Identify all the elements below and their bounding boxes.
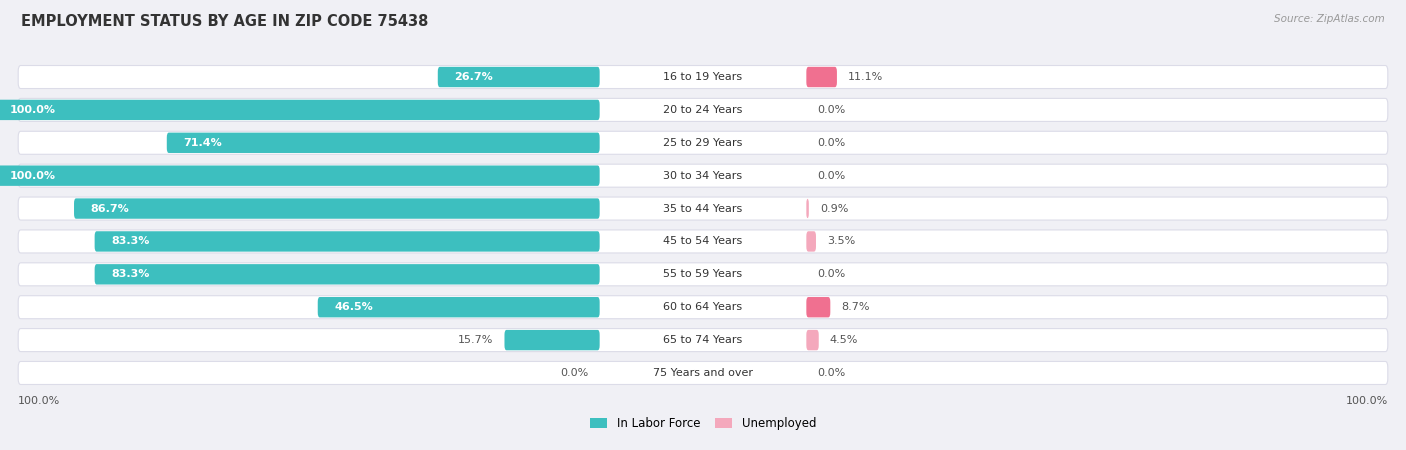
FancyBboxPatch shape bbox=[437, 67, 599, 87]
FancyBboxPatch shape bbox=[167, 133, 599, 153]
Text: 100.0%: 100.0% bbox=[18, 396, 60, 406]
Text: 46.5%: 46.5% bbox=[335, 302, 373, 312]
FancyBboxPatch shape bbox=[18, 263, 1388, 286]
FancyBboxPatch shape bbox=[318, 297, 599, 317]
FancyBboxPatch shape bbox=[807, 330, 818, 350]
FancyBboxPatch shape bbox=[807, 297, 831, 317]
FancyBboxPatch shape bbox=[807, 67, 837, 87]
Text: 83.3%: 83.3% bbox=[111, 270, 149, 279]
Text: 71.4%: 71.4% bbox=[183, 138, 222, 148]
Text: 0.0%: 0.0% bbox=[817, 138, 845, 148]
FancyBboxPatch shape bbox=[18, 66, 1388, 89]
FancyBboxPatch shape bbox=[18, 131, 1388, 154]
Text: 0.0%: 0.0% bbox=[817, 171, 845, 180]
FancyBboxPatch shape bbox=[75, 198, 599, 219]
FancyBboxPatch shape bbox=[0, 166, 599, 186]
Text: 83.3%: 83.3% bbox=[111, 236, 149, 247]
Text: 0.0%: 0.0% bbox=[817, 368, 845, 378]
FancyBboxPatch shape bbox=[18, 164, 1388, 187]
Text: 8.7%: 8.7% bbox=[841, 302, 870, 312]
Text: 35 to 44 Years: 35 to 44 Years bbox=[664, 203, 742, 214]
FancyBboxPatch shape bbox=[18, 328, 1388, 351]
Text: 4.5%: 4.5% bbox=[830, 335, 858, 345]
Text: 100.0%: 100.0% bbox=[10, 171, 56, 180]
Text: 55 to 59 Years: 55 to 59 Years bbox=[664, 270, 742, 279]
FancyBboxPatch shape bbox=[505, 330, 599, 350]
Text: Source: ZipAtlas.com: Source: ZipAtlas.com bbox=[1274, 14, 1385, 23]
Text: EMPLOYMENT STATUS BY AGE IN ZIP CODE 75438: EMPLOYMENT STATUS BY AGE IN ZIP CODE 754… bbox=[21, 14, 429, 28]
FancyBboxPatch shape bbox=[807, 231, 815, 252]
Text: 100.0%: 100.0% bbox=[1346, 396, 1388, 406]
Text: 60 to 64 Years: 60 to 64 Years bbox=[664, 302, 742, 312]
Text: 26.7%: 26.7% bbox=[454, 72, 494, 82]
Text: 75 Years and over: 75 Years and over bbox=[652, 368, 754, 378]
Text: 20 to 24 Years: 20 to 24 Years bbox=[664, 105, 742, 115]
Legend: In Labor Force, Unemployed: In Labor Force, Unemployed bbox=[585, 412, 821, 435]
Text: 0.9%: 0.9% bbox=[820, 203, 848, 214]
Text: 45 to 54 Years: 45 to 54 Years bbox=[664, 236, 742, 247]
FancyBboxPatch shape bbox=[0, 100, 599, 120]
Text: 25 to 29 Years: 25 to 29 Years bbox=[664, 138, 742, 148]
Text: 0.0%: 0.0% bbox=[817, 105, 845, 115]
FancyBboxPatch shape bbox=[94, 264, 599, 284]
Text: 30 to 34 Years: 30 to 34 Years bbox=[664, 171, 742, 180]
Text: 100.0%: 100.0% bbox=[10, 105, 56, 115]
FancyBboxPatch shape bbox=[807, 198, 808, 219]
Text: 11.1%: 11.1% bbox=[848, 72, 883, 82]
Text: 15.7%: 15.7% bbox=[458, 335, 494, 345]
FancyBboxPatch shape bbox=[18, 197, 1388, 220]
FancyBboxPatch shape bbox=[18, 230, 1388, 253]
FancyBboxPatch shape bbox=[18, 296, 1388, 319]
FancyBboxPatch shape bbox=[18, 361, 1388, 384]
Text: 16 to 19 Years: 16 to 19 Years bbox=[664, 72, 742, 82]
Text: 65 to 74 Years: 65 to 74 Years bbox=[664, 335, 742, 345]
FancyBboxPatch shape bbox=[94, 231, 599, 252]
Text: 86.7%: 86.7% bbox=[90, 203, 129, 214]
Text: 3.5%: 3.5% bbox=[827, 236, 855, 247]
Text: 0.0%: 0.0% bbox=[561, 368, 589, 378]
Text: 0.0%: 0.0% bbox=[817, 270, 845, 279]
FancyBboxPatch shape bbox=[18, 99, 1388, 122]
